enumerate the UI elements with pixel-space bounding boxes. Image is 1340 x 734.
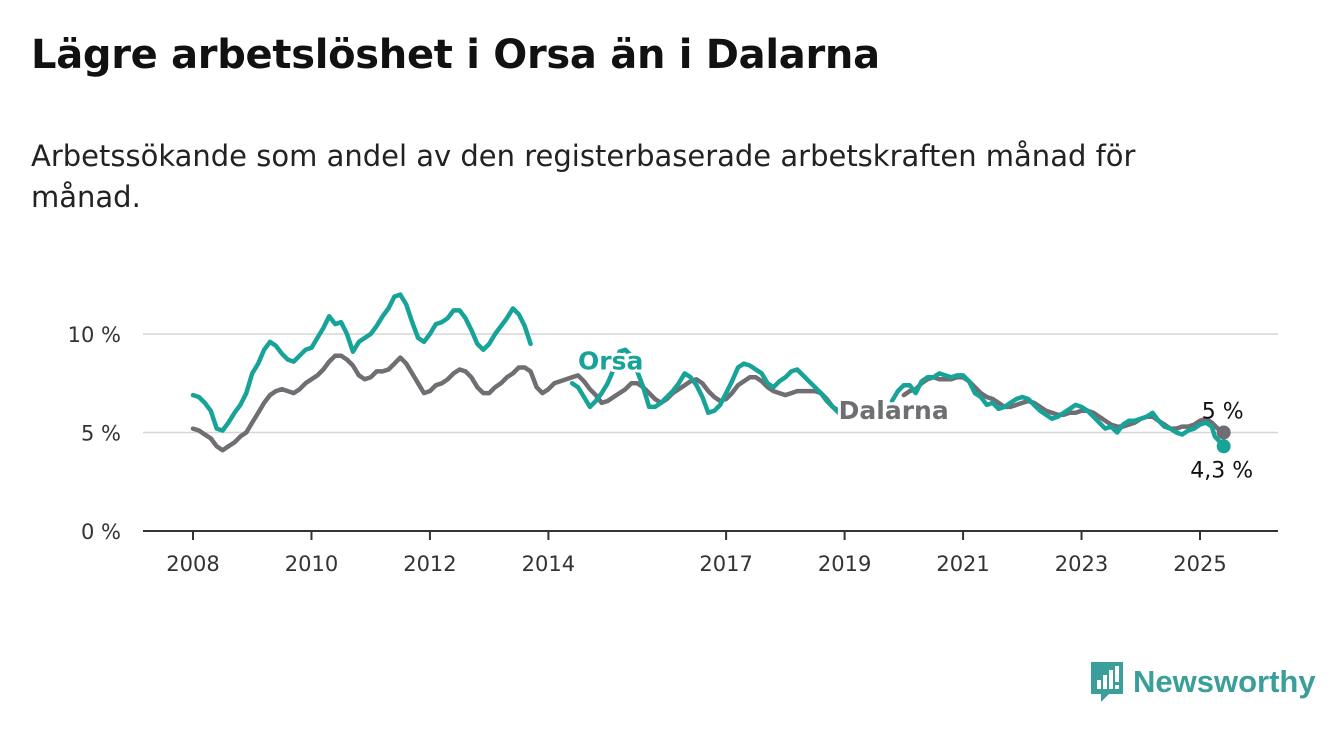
series-name-dalarna: Dalarna [839, 396, 949, 425]
end-point-orsa [1216, 439, 1231, 454]
y-tick-label: 5 % [81, 422, 121, 446]
series-name-halo: Dalarna [839, 396, 949, 425]
x-tick-label: 2017 [699, 552, 752, 576]
end-label-dalarna: 5 % [1202, 400, 1244, 425]
y-tick-label: 10 % [68, 323, 121, 347]
brand-name: Newsworthy [1133, 664, 1316, 699]
x-tick-label: 2014 [522, 552, 575, 576]
x-tick-label: 2010 [285, 552, 338, 576]
series-line-dalarna [190, 353, 841, 453]
series-name-halo: Orsa [578, 347, 643, 376]
grid-lines [143, 333, 1278, 434]
end-point-dalarna [1216, 425, 1231, 440]
series-line-orsa [889, 371, 1226, 449]
series-name-orsa: Orsa [578, 347, 643, 376]
series-line-orsa [569, 347, 841, 416]
series-line-orsa [190, 292, 533, 433]
series-lines [190, 292, 1231, 454]
bar-chart-logo-icon [1091, 662, 1123, 702]
x-axis: 2008 2010 2012 2014 2017 2019 2021 2023 2025 [143, 530, 1278, 576]
series-line-dalarna [901, 375, 1226, 435]
x-tick-label: 2023 [1055, 552, 1108, 576]
x-tick-label: 2008 [166, 552, 219, 576]
x-tick-label: 2021 [936, 552, 989, 576]
chart-title: Lägre arbetslöshet i Orsa än i Dalarna [31, 32, 880, 78]
y-axis-labels: 0 % 5 % 10 % [68, 323, 121, 544]
x-tick-label: 2012 [403, 552, 456, 576]
x-tick-label: 2019 [818, 552, 871, 576]
chart-subtitle: Arbetssökande som andel av den registerb… [31, 139, 1136, 214]
newsworthy-logo: Newsworthy [1089, 660, 1316, 704]
end-label-orsa: 4,3 % [1190, 458, 1253, 483]
x-tick-label: 2025 [1173, 552, 1226, 576]
y-tick-label: 0 % [81, 520, 121, 544]
